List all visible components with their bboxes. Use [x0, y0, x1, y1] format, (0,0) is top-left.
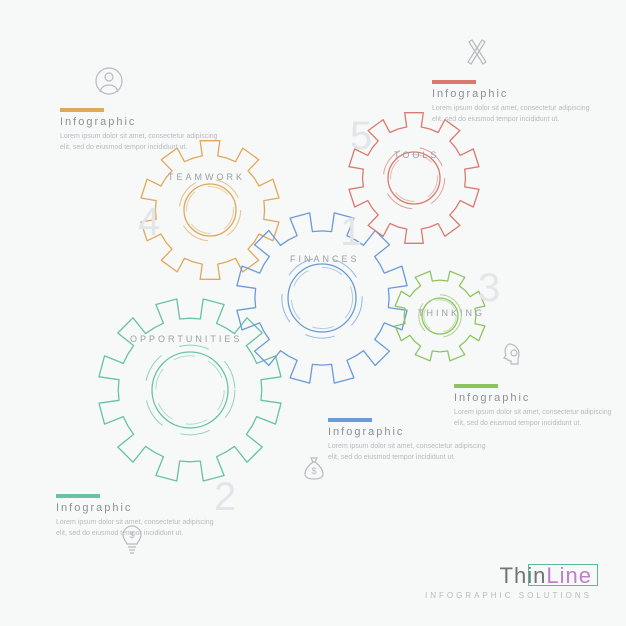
callout-tools: Infographic Lorem ipsum dolor sit amet, … [432, 80, 592, 125]
brand-subtitle: INFOGRAPHIC SOLUTIONS [425, 591, 592, 600]
gear-number-opportunities: 2 [214, 475, 236, 520]
svg-text:$: $ [129, 530, 134, 540]
callout-heading: Infographic [454, 392, 614, 404]
brand-accent-box [528, 564, 598, 586]
callout-body: Lorem ipsum dolor sit amet, consectetur … [328, 442, 488, 463]
callout-bar [60, 108, 104, 112]
callout-teamwork: Infographic Lorem ipsum dolor sit amet, … [60, 108, 220, 153]
gear-label-tools: TOOLS [394, 150, 439, 160]
callout-body: Lorem ipsum dolor sit amet, consectetur … [60, 132, 220, 153]
gear-label-opportunities: OPPORTUNITIES [130, 334, 242, 344]
callout-heading: Infographic [432, 88, 592, 100]
money-bag-icon: $ [300, 454, 328, 487]
lightbulb-dollar-icon: $ [118, 524, 146, 561]
callout-bar [432, 80, 476, 84]
gear-number-tools: 5 [350, 114, 372, 159]
gear-number-teamwork: 4 [138, 200, 160, 245]
brand-block: ThinLine INFOGRAPHIC SOLUTIONS [425, 563, 592, 600]
gear-number-thinking: 3 [478, 266, 500, 311]
callout-bar [328, 418, 372, 422]
gear-label-teamwork: TEAMWORK [168, 172, 245, 182]
callout-thinking: Infographic Lorem ipsum dolor sit amet, … [454, 384, 614, 429]
gear-label-finances: FINANCES [290, 254, 360, 264]
callout-bar [454, 384, 498, 388]
person-icon [94, 66, 124, 101]
callout-heading: Infographic [56, 502, 216, 514]
callout-body: Lorem ipsum dolor sit amet, consectetur … [432, 104, 592, 125]
gear-label-thinking: THINKING [418, 308, 485, 318]
callout-body: Lorem ipsum dolor sit amet, consectetur … [454, 408, 614, 429]
svg-text:$: $ [311, 466, 316, 476]
pencils-icon [462, 36, 492, 71]
callout-bar [56, 494, 100, 498]
callout-heading: Infographic [60, 116, 220, 128]
head-idea-icon [498, 340, 528, 375]
